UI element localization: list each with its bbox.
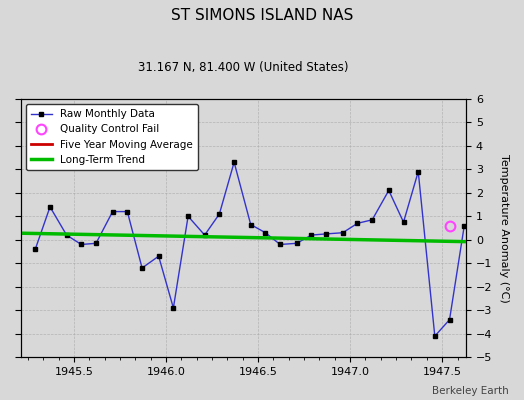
- Text: ST SIMONS ISLAND NAS: ST SIMONS ISLAND NAS: [171, 8, 353, 23]
- Legend: Raw Monthly Data, Quality Control Fail, Five Year Moving Average, Long-Term Tren: Raw Monthly Data, Quality Control Fail, …: [26, 104, 198, 170]
- Raw Monthly Data: [263, 230, 269, 235]
- Raw Monthly Data: [78, 242, 84, 247]
- Raw Monthly Data: [139, 266, 145, 270]
- Raw Monthly Data: [415, 169, 421, 174]
- Line: Raw Monthly Data: Raw Monthly Data: [33, 160, 466, 338]
- Raw Monthly Data: [369, 218, 375, 222]
- Raw Monthly Data: [323, 232, 329, 236]
- Raw Monthly Data: [231, 160, 237, 165]
- Raw Monthly Data: [340, 230, 346, 235]
- Raw Monthly Data: [216, 212, 223, 216]
- Raw Monthly Data: [63, 233, 70, 238]
- Raw Monthly Data: [247, 222, 254, 227]
- Raw Monthly Data: [93, 241, 99, 246]
- Raw Monthly Data: [400, 220, 407, 224]
- Raw Monthly Data: [277, 242, 283, 247]
- Raw Monthly Data: [446, 317, 453, 322]
- Raw Monthly Data: [308, 233, 314, 238]
- Raw Monthly Data: [32, 247, 38, 252]
- Raw Monthly Data: [124, 209, 130, 214]
- Raw Monthly Data: [202, 233, 208, 238]
- Raw Monthly Data: [110, 209, 116, 214]
- Title: 31.167 N, 81.400 W (United States): 31.167 N, 81.400 W (United States): [138, 61, 348, 74]
- Y-axis label: Temperature Anomaly (°C): Temperature Anomaly (°C): [499, 154, 509, 302]
- Text: Berkeley Earth: Berkeley Earth: [432, 386, 508, 396]
- Raw Monthly Data: [461, 223, 467, 228]
- Raw Monthly Data: [170, 306, 177, 310]
- Raw Monthly Data: [354, 221, 361, 226]
- Raw Monthly Data: [386, 188, 392, 193]
- Raw Monthly Data: [432, 334, 438, 338]
- Raw Monthly Data: [156, 254, 162, 259]
- Raw Monthly Data: [293, 241, 300, 246]
- Raw Monthly Data: [47, 204, 53, 209]
- Raw Monthly Data: [185, 214, 191, 219]
